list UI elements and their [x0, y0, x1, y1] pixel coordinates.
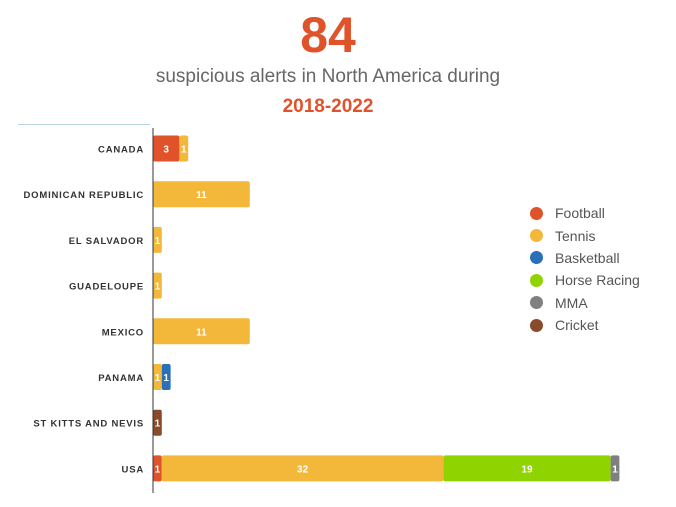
legend-label: Tennis — [555, 227, 596, 244]
top-divider — [18, 124, 150, 125]
bar-segment — [153, 272, 162, 299]
legend-item: MMA — [530, 292, 640, 314]
legend-item: Tennis — [530, 224, 640, 246]
data-label: 1 — [155, 373, 161, 384]
legend-swatch — [530, 206, 543, 220]
category-label: GUADELOUPE — [69, 282, 144, 293]
bar-segment — [443, 455, 611, 482]
bar-segment — [153, 181, 250, 208]
legend-label: Horse Racing — [555, 272, 640, 289]
headline-number: 84 — [300, 7, 356, 63]
legend-label: Basketball — [555, 249, 620, 266]
data-label: 1 — [155, 282, 161, 293]
legend-item: Basketball — [530, 247, 640, 269]
category-label: MEXICO — [102, 327, 144, 338]
bar-segment — [153, 226, 162, 253]
legend-swatch — [530, 251, 543, 265]
category-label: EL SALVADOR — [69, 236, 144, 247]
legend-swatch — [530, 229, 543, 243]
bar-segment — [153, 135, 180, 162]
category-label: CANADA — [98, 145, 144, 156]
bar-segment — [610, 455, 620, 482]
bar-segment — [153, 364, 162, 390]
category-label: PANAMA — [98, 373, 144, 384]
legend-item: Cricket — [530, 314, 640, 336]
legend-label: MMA — [555, 294, 588, 311]
chart-subtitle: suspicious alerts in North America durin… — [155, 66, 501, 87]
data-label: 11 — [196, 327, 207, 338]
bar-segment — [179, 135, 189, 162]
chart-period: 2018-2022 — [282, 96, 374, 117]
data-label: 3 — [163, 145, 169, 156]
category-label: USA — [122, 464, 144, 475]
category-label: ST KITTS AND NEVIS — [33, 419, 144, 430]
data-label: 1 — [155, 464, 161, 475]
bar-segment — [153, 455, 162, 482]
legend-label: Football — [555, 205, 605, 222]
bar-segment — [161, 364, 171, 390]
legend-item: Horse Racing — [530, 269, 640, 291]
legend-item: Football — [530, 202, 640, 224]
data-label: 1 — [155, 419, 161, 430]
legend-swatch — [530, 318, 543, 332]
category-label: DOMINICAN REPUBLIC — [24, 190, 144, 201]
data-label: 32 — [297, 464, 309, 475]
data-label: 1 — [612, 464, 618, 475]
data-label: 19 — [521, 464, 533, 475]
bar-segment — [153, 318, 250, 345]
data-label: 1 — [155, 236, 161, 247]
legend-label: Cricket — [555, 317, 599, 334]
legend-swatch — [530, 273, 543, 287]
bar-segment — [161, 455, 444, 482]
chart-legend: Football Tennis Basketball Horse Racing MMA C… — [530, 202, 640, 336]
bar-segment — [153, 409, 162, 436]
legend-swatch — [530, 296, 543, 310]
data-label: 1 — [181, 145, 187, 156]
data-label: 1 — [163, 373, 169, 384]
data-label: 11 — [196, 190, 207, 201]
